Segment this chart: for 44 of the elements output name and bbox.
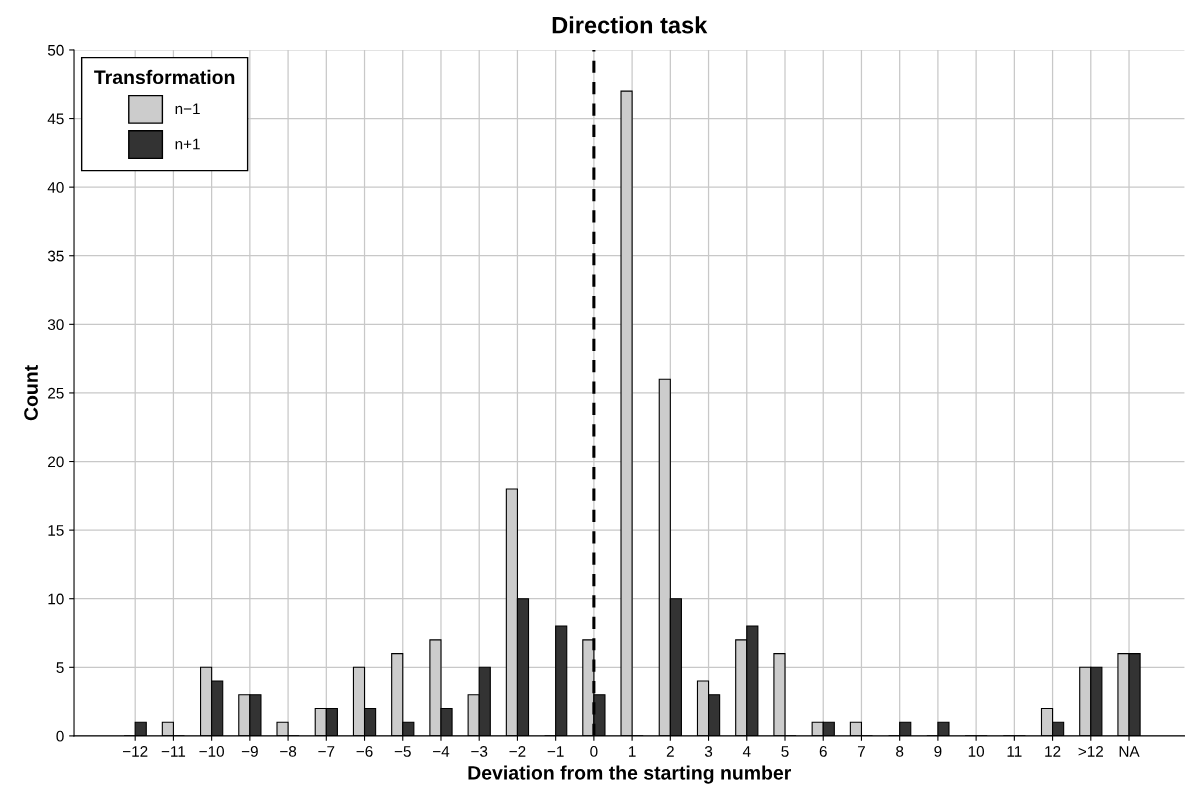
x-tick-label: 12 [1045,746,1061,757]
y-tick-label: 25 [48,387,64,399]
y-tick-label: 35 [47,250,64,262]
x-tick-label: 0 [590,746,598,757]
x-tick-label: −10 [199,746,224,757]
legend-label: n−1 [175,103,200,115]
x-tick-label: 5 [781,746,789,757]
y-tick-label: 5 [56,662,64,673]
x-tick-label: −4 [433,746,450,757]
y-tick-label: 0 [56,730,64,742]
y-axis-title: Count [24,365,38,421]
x-tick-label: 8 [896,746,904,757]
x-tick-label: 7 [857,746,865,757]
x-tick-label: 6 [819,746,827,757]
y-tick-label: 45 [47,113,64,125]
y-tick-label: 20 [48,456,64,468]
x-tick-label: −12 [122,746,148,757]
x-tick-label: −3 [471,746,488,757]
y-tick-label: 30 [47,319,64,331]
x-tick-label: 11 [1007,746,1022,757]
x-tick-label: 2 [666,746,674,757]
y-tick-label: 10 [48,593,64,605]
x-tick-label: −5 [394,746,411,757]
x-tick-label: 9 [934,746,942,757]
x-axis-title: Deviation from the starting number [468,765,792,784]
x-tick-label: −9 [241,746,258,757]
x-tick-label: −8 [280,746,297,757]
y-tick-label: 40 [47,182,64,193]
x-tick-label: −6 [356,746,373,757]
x-tick-label: 1 [629,746,636,757]
x-tick-label: −11 [161,746,186,757]
legend-label: n+1 [175,138,200,150]
x-tick-label: 10 [968,746,985,757]
x-tick-label: −2 [509,746,526,757]
legend-title: Transformation [94,69,235,85]
x-tick-label: NA [1119,746,1140,757]
x-tick-label: −1 [547,746,564,757]
y-tick-label: 15 [48,525,64,536]
x-tick-label: 4 [742,746,751,757]
y-tick-label: 50 [47,44,64,56]
x-tick-label: −7 [318,746,335,757]
x-tick-label: >12 [1078,746,1103,757]
x-tick-label: 3 [704,746,713,757]
chart-title: Direction task [552,16,708,34]
